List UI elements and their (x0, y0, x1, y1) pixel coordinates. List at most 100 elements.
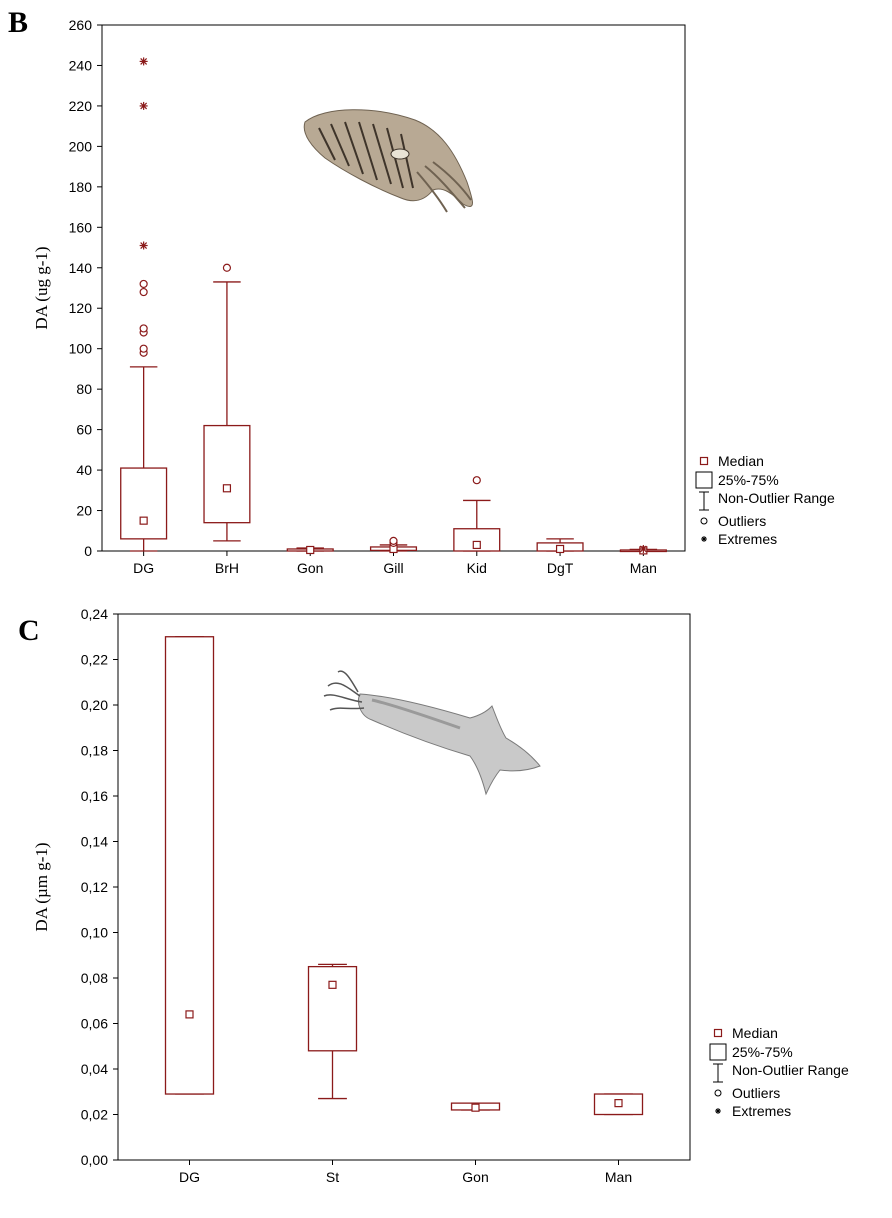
box-dgt (536, 538, 584, 554)
x-tick-label: St (326, 1169, 339, 1185)
median-marker (306, 545, 315, 555)
x-tick-label: Gill (383, 560, 403, 576)
iqr-box (453, 528, 501, 552)
y-tick-label: 20 (76, 503, 92, 519)
median-marker (185, 1010, 194, 1019)
y-tick-label: 60 (76, 422, 92, 438)
y-tick-label: 120 (69, 300, 93, 316)
plot-frame (101, 24, 686, 552)
extreme-point (139, 57, 148, 66)
y-tick-label: 0,18 (81, 743, 108, 759)
legend-box-swatch (709, 1043, 727, 1061)
y-tick-label: 0,02 (81, 1107, 108, 1123)
iqr-box (164, 636, 215, 1095)
median-marker (472, 540, 481, 550)
extreme-point (139, 241, 148, 250)
box-gon (286, 545, 334, 555)
outlier-point (139, 344, 148, 353)
box-gill (369, 536, 418, 554)
median-marker (222, 484, 232, 493)
median-marker (328, 980, 337, 989)
median-marker (614, 1099, 623, 1108)
box-dg (164, 636, 215, 1095)
legend-extreme-swatch (715, 1108, 721, 1114)
cuttlefish-icon (303, 109, 473, 213)
x-tick-label: DG (179, 1169, 200, 1185)
outlier-point (222, 263, 232, 272)
y-tick-label: 100 (69, 341, 93, 357)
x-tick-label: DG (133, 560, 154, 576)
box-man (593, 1093, 644, 1116)
y-tick-label: 0,16 (81, 788, 108, 804)
legend-median-label: Median (732, 1025, 778, 1041)
outlier-point (139, 324, 148, 333)
legend-whisker-label: Non-Outlier Range (718, 490, 835, 506)
y-tick-label: 0,12 (81, 879, 108, 895)
iqr-box (203, 424, 251, 524)
x-tick-label: Gon (462, 1169, 488, 1185)
box-kid (453, 476, 501, 552)
panel-c: C DA (µm g-1) 0,00 0,02 0,04 0,06 0,08 0,10 0,12… (18, 606, 849, 1185)
legend: Median 25%-75% Non-Outlier Range Outliers Ex… (695, 453, 835, 547)
y-tick-label: 0 (84, 543, 92, 559)
y-tick-label: 200 (69, 138, 93, 154)
extreme-point (139, 101, 148, 110)
y-tick-label: 260 (69, 17, 93, 33)
y-tick-label: 160 (69, 219, 93, 235)
y-tick-label: 220 (69, 98, 93, 114)
panel-b: B DA (ug g-1) 0 20 40 60 80 100 120 140 160 180 200 2… (8, 6, 835, 576)
legend-median-swatch (699, 456, 709, 466)
legend: Median 25%-75% Non-Outlier Range Outliers Ex… (709, 1025, 849, 1119)
y-tick-label: 0,14 (81, 834, 108, 850)
legend-median-swatch (713, 1028, 723, 1038)
box-st (307, 963, 358, 1100)
legend-outlier-swatch (700, 517, 708, 525)
outlier-point (472, 476, 481, 485)
box-man (619, 544, 667, 555)
box-dg (120, 57, 168, 552)
y-tick-label: 80 (76, 381, 92, 397)
outlier-point (139, 279, 148, 289)
y-tick-label: 0,22 (81, 652, 108, 668)
squid-icon (323, 670, 541, 796)
legend-extremes-label: Extremes (718, 531, 777, 547)
x-tick-label: Man (605, 1169, 632, 1185)
x-tick-label: DgT (547, 560, 574, 576)
iqr-box (307, 965, 358, 1052)
panel-label: C (18, 614, 40, 647)
legend-outliers-label: Outliers (718, 513, 766, 529)
outlier-point (389, 536, 398, 545)
outlier-point (139, 287, 148, 297)
legend-box-swatch (695, 471, 713, 489)
x-tick-label: Gon (297, 560, 323, 576)
median-marker (471, 1103, 480, 1112)
box-gon (450, 1102, 501, 1112)
legend-median-label: Median (718, 453, 764, 469)
legend-extreme-swatch (701, 536, 707, 542)
x-tick-label: Man (630, 560, 657, 576)
y-tick-label: 240 (69, 57, 93, 73)
y-tick-label: 0,04 (81, 1061, 108, 1077)
y-tick-label: 140 (69, 260, 93, 276)
y-tick-label: 0,10 (81, 925, 108, 941)
y-tick-label: 180 (69, 179, 93, 195)
x-tick-label: BrH (215, 560, 239, 576)
y-axis-label: DA (µm g-1) (32, 842, 51, 931)
panel-label: B (8, 6, 28, 39)
iqr-box (120, 467, 168, 540)
y-axis-label: DA (ug g-1) (32, 246, 51, 329)
extreme-point (639, 544, 648, 553)
legend-whisker-label: Non-Outlier Range (732, 1062, 849, 1078)
y-tick-label: 0,24 (81, 606, 108, 622)
y-tick-label: 0,20 (81, 697, 108, 713)
legend-extremes-label: Extremes (732, 1103, 791, 1119)
y-tick-label: 0,00 (81, 1152, 108, 1168)
y-tick-label: 40 (76, 462, 92, 478)
legend-box-label: 25%-75% (718, 472, 779, 488)
legend-box-label: 25%-75% (732, 1044, 793, 1060)
median-marker (139, 516, 148, 525)
median-marker (555, 544, 565, 554)
box-brh (203, 263, 251, 542)
y-tick-label: 0,06 (81, 1016, 108, 1032)
